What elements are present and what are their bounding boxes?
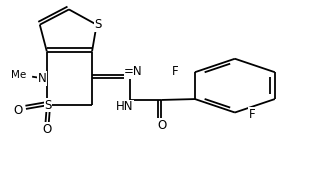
Text: HN: HN <box>116 100 133 113</box>
Text: N: N <box>38 72 46 85</box>
Text: O: O <box>14 104 23 117</box>
Text: O: O <box>42 123 51 136</box>
Text: F: F <box>248 108 255 121</box>
Text: Me: Me <box>11 70 26 80</box>
Text: =N: =N <box>124 65 143 78</box>
Text: F: F <box>172 65 178 78</box>
Text: O: O <box>157 118 167 132</box>
Text: S: S <box>44 99 51 112</box>
Text: S: S <box>95 18 102 31</box>
